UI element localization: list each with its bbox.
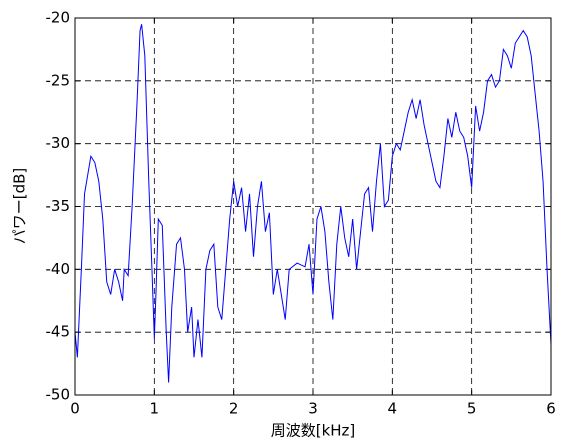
y-tick-label: -50	[46, 386, 71, 404]
y-tick-label: -40	[46, 260, 71, 278]
y-tick-label: -20	[46, 9, 71, 27]
x-tick-label: 4	[388, 400, 398, 418]
x-tick-label: 3	[308, 400, 318, 418]
y-tick-label: -35	[46, 197, 71, 215]
y-tick-label: -45	[46, 323, 71, 341]
x-tick-label: 0	[70, 400, 80, 418]
y-tick-label: -30	[46, 134, 71, 152]
data-line	[74, 24, 552, 383]
x-tick-label: 5	[467, 400, 477, 418]
x-axis-label: 周波数[kHz]	[271, 422, 356, 440]
y-axis-label: パワー[dB]	[11, 168, 29, 245]
x-tick-label: 2	[229, 400, 239, 418]
plot-frame	[74, 17, 552, 396]
x-tick-label: 1	[150, 400, 160, 418]
x-tick-label: 6	[546, 400, 556, 418]
y-tick-label: -25	[46, 71, 71, 89]
